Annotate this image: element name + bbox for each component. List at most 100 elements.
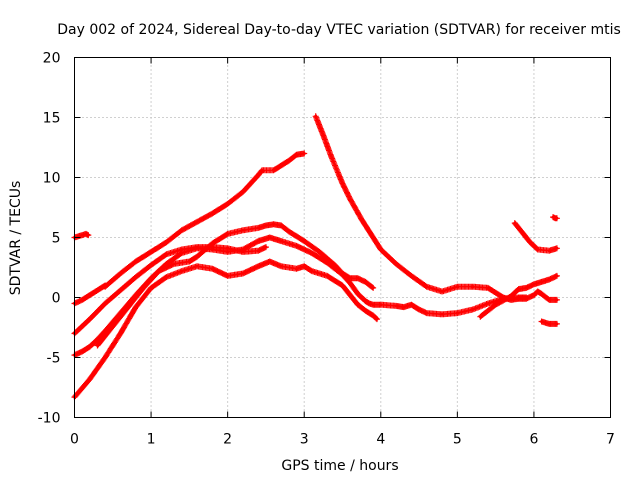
x-axis-label: GPS time / hours (281, 458, 398, 474)
data-point (268, 260, 272, 263)
data-point (279, 264, 283, 268)
y-tick-label: 20 (43, 51, 61, 67)
data-point (241, 272, 245, 275)
series-s5 (71, 258, 380, 401)
data-point (471, 308, 475, 311)
data-point (111, 324, 115, 328)
data-point (555, 274, 559, 278)
x-tick-label: 4 (376, 432, 385, 448)
data-point (478, 315, 482, 319)
x-tick-label: 0 (70, 432, 79, 448)
data-point (517, 287, 521, 291)
data-point (295, 244, 299, 248)
data-point (86, 233, 90, 237)
data-point (149, 286, 153, 290)
data-point (272, 222, 276, 226)
data-point (520, 231, 524, 235)
data-point (80, 233, 84, 237)
data-point (195, 246, 199, 250)
data-point (210, 212, 214, 215)
series-s4 (71, 234, 530, 359)
data-point (551, 215, 555, 219)
data-point (180, 269, 184, 273)
data-point (555, 216, 559, 220)
data-point (279, 239, 283, 243)
data-point (256, 249, 260, 253)
data-point (440, 312, 444, 316)
data-point (356, 276, 360, 280)
data-point (360, 218, 364, 221)
data-point (210, 242, 214, 245)
data-point (402, 305, 406, 309)
data-point (348, 197, 352, 201)
data-point (195, 255, 199, 259)
series-markers (71, 258, 380, 401)
data-point (226, 202, 230, 206)
series-markers (511, 220, 560, 254)
x-tick-label: 7 (606, 432, 615, 448)
data-point (210, 267, 214, 271)
data-point (164, 240, 168, 244)
data-point (555, 246, 559, 250)
data-point (195, 264, 199, 268)
data-point (540, 320, 544, 323)
data-point (494, 291, 498, 295)
y-tick-label: -5 (47, 351, 61, 367)
data-point (394, 304, 398, 308)
data-point (409, 303, 413, 307)
data-point (149, 263, 153, 267)
data-point (157, 269, 161, 273)
data-point (164, 275, 168, 279)
data-point (409, 274, 413, 278)
data-point (471, 285, 475, 289)
data-point (180, 228, 184, 232)
data-point (95, 344, 99, 347)
series-s12 (550, 214, 560, 222)
data-point (547, 298, 551, 302)
data-point (341, 182, 344, 185)
data-point (103, 302, 107, 305)
series-s9 (477, 272, 560, 320)
data-point (540, 292, 544, 296)
data-point (379, 248, 383, 251)
data-point (371, 286, 375, 290)
data-series (71, 113, 560, 401)
data-point (356, 303, 360, 307)
data-point (528, 240, 532, 244)
x-tick-label: 2 (223, 432, 232, 448)
data-point (513, 221, 517, 225)
data-point (134, 305, 138, 309)
grid (74, 57, 611, 418)
data-point (95, 338, 99, 341)
data-point (187, 260, 191, 263)
data-point (295, 267, 299, 271)
data-point (379, 303, 383, 307)
data-point (318, 250, 322, 254)
data-point (180, 248, 184, 251)
data-point (195, 220, 199, 224)
series-markers (312, 113, 560, 303)
series-s6 (94, 221, 377, 349)
data-point (134, 260, 138, 263)
data-point (555, 298, 559, 302)
data-point (517, 297, 521, 301)
data-point (425, 311, 429, 315)
series-s8 (312, 113, 560, 303)
x-tick-label: 6 (529, 432, 538, 448)
series-markers (94, 221, 377, 349)
data-point (333, 263, 337, 267)
data-point (88, 345, 92, 349)
data-point (226, 232, 230, 236)
data-point (180, 251, 184, 255)
y-tick-label: 10 (43, 171, 61, 187)
data-point (348, 276, 352, 280)
data-point (536, 290, 540, 293)
data-point (103, 285, 107, 289)
data-point (80, 350, 84, 353)
data-point (348, 293, 352, 297)
chart-title: Day 002 of 2024, Sidereal Day-to-day VTE… (57, 22, 621, 38)
data-point (88, 293, 92, 297)
y-tick-label: -10 (38, 411, 61, 427)
data-point (425, 285, 429, 289)
